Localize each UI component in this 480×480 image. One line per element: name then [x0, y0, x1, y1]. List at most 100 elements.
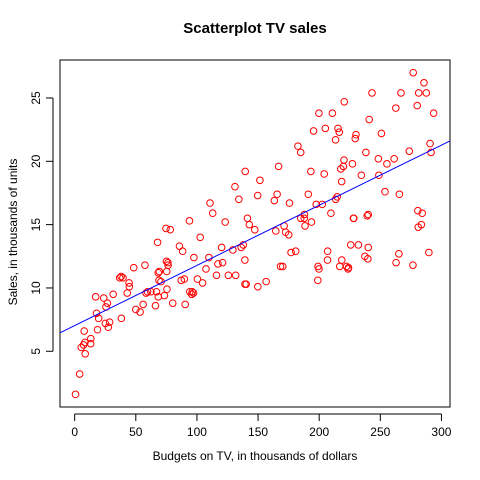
data-point — [337, 177, 346, 186]
y-tick-label: 5 — [29, 348, 43, 355]
y-axis: 5 10 15 20 25 — [29, 91, 54, 355]
data-point — [285, 199, 294, 207]
data-point — [284, 230, 293, 239]
data-point — [414, 206, 422, 215]
data-point — [162, 224, 170, 233]
data-point — [151, 301, 160, 310]
data-point — [77, 343, 86, 352]
data-point — [162, 257, 171, 266]
data-point — [374, 154, 383, 163]
data-point — [340, 156, 348, 164]
data-point — [418, 209, 427, 218]
data-point — [409, 261, 417, 269]
data-point — [301, 222, 309, 230]
data-point — [304, 190, 313, 199]
data-point — [271, 227, 280, 235]
x-tick-label: 50 — [129, 425, 143, 439]
data-point — [368, 89, 376, 97]
y-tick-label: 25 — [29, 91, 43, 105]
data-point — [189, 289, 198, 297]
data-point — [239, 241, 248, 249]
data-point — [346, 241, 355, 249]
data-point — [131, 305, 140, 314]
data-point — [241, 167, 250, 176]
x-tick-label: 300 — [431, 425, 451, 439]
data-point — [318, 200, 327, 209]
data-point — [256, 176, 264, 185]
data-point — [315, 265, 323, 273]
data-point — [180, 275, 189, 283]
data-point — [254, 282, 262, 291]
data-point — [365, 115, 373, 124]
y-tick-label: 20 — [29, 154, 43, 168]
data-point — [273, 190, 281, 199]
data-point — [115, 274, 124, 282]
data-point — [420, 78, 428, 87]
y-tick-label: 15 — [29, 218, 43, 232]
data-point — [331, 135, 340, 144]
data-point — [202, 265, 210, 273]
data-point — [274, 162, 283, 171]
x-tick-label: 150 — [248, 425, 268, 439]
data-point — [357, 171, 366, 180]
data-point — [217, 243, 226, 252]
data-point — [422, 89, 431, 97]
data-point — [75, 370, 84, 378]
data-point — [383, 160, 391, 168]
data-point — [178, 247, 187, 256]
data-point — [243, 214, 252, 223]
data-point — [81, 350, 89, 358]
data-point — [307, 218, 316, 226]
data-point — [81, 338, 89, 347]
data-point — [291, 247, 300, 256]
data-point — [392, 104, 400, 112]
data-point — [229, 246, 237, 254]
data-point — [307, 167, 315, 176]
data-point — [392, 258, 400, 267]
data-point — [224, 271, 233, 280]
data-point — [206, 199, 214, 207]
data-point — [405, 147, 414, 155]
data-point — [218, 258, 227, 267]
data-point — [309, 127, 318, 135]
data-point — [278, 262, 287, 271]
data-point — [296, 148, 305, 157]
data-point — [235, 195, 243, 204]
data-point — [327, 209, 335, 218]
data-point — [105, 318, 114, 326]
data-point — [250, 225, 259, 234]
data-point — [166, 225, 175, 234]
x-axis-label: Budgets on TV, in thousands of dollars — [152, 449, 358, 463]
data-point — [245, 220, 254, 229]
data-point — [141, 261, 149, 269]
data-point — [168, 299, 177, 307]
regression-line-layer — [60, 140, 450, 334]
data-point — [196, 233, 205, 242]
data-point — [221, 218, 229, 226]
data-point — [253, 191, 262, 200]
data-point — [364, 210, 373, 219]
data-point — [328, 109, 337, 117]
data-point — [214, 260, 222, 268]
data-point — [153, 238, 162, 247]
data-point — [139, 300, 147, 309]
data-point — [276, 262, 285, 271]
data-point — [136, 308, 144, 316]
data-point — [104, 323, 113, 332]
data-point — [395, 190, 404, 199]
data-point — [348, 160, 357, 168]
data-point — [188, 287, 197, 296]
data-point — [99, 294, 108, 302]
data-point — [363, 211, 372, 220]
data-point — [181, 300, 189, 309]
data-point — [323, 256, 332, 264]
data-point — [160, 291, 169, 300]
data-point — [352, 130, 360, 139]
data-point — [425, 248, 433, 257]
x-tick-label: 0 — [71, 425, 78, 439]
data-point — [364, 255, 372, 263]
data-point — [86, 339, 95, 348]
data-point — [109, 290, 117, 299]
data-point — [117, 272, 125, 281]
